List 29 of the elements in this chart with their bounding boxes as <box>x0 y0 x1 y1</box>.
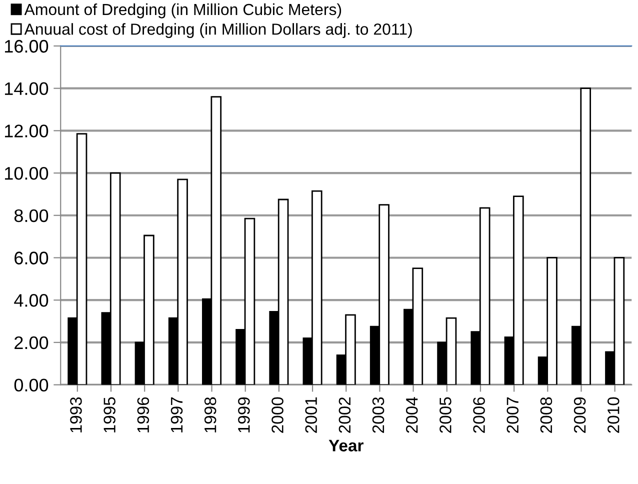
y-tick-label: 12.00 <box>5 124 48 138</box>
x-tick-label: 2001 <box>305 397 317 433</box>
x-axis-title: Year <box>328 440 364 452</box>
x-tick-label: 2002 <box>338 397 351 433</box>
y-tick-label: 4.00 <box>14 294 48 307</box>
y-tick-label: 6.00 <box>14 252 48 264</box>
y-tick-label: 14.00 <box>5 82 48 96</box>
x-tick-label: 2004 <box>406 397 418 433</box>
x-tick-label: 2010 <box>607 397 620 433</box>
x-tick-label: 1996 <box>137 397 150 432</box>
y-tick-label: 16.00 <box>5 40 48 53</box>
x-tick-label: 2007 <box>506 397 519 433</box>
y-tick-label: 0.00 <box>14 378 48 392</box>
x-tick-label: 2006 <box>473 397 485 433</box>
x-tick-label: 2000 <box>272 397 284 433</box>
x-tick-label: 1998 <box>204 397 216 432</box>
x-tick-label: 2008 <box>540 397 552 433</box>
x-tick-label: 1999 <box>238 397 250 432</box>
x-tick-label: 2003 <box>372 397 384 433</box>
x-tick-label: 1993 <box>70 397 82 432</box>
x-tick-label: 2005 <box>440 397 452 433</box>
legend-label: Amount of Dredging (in Million Cubic Meters) <box>24 3 342 18</box>
y-tick-label: 10.00 <box>5 166 48 180</box>
y-tick-label: 8.00 <box>14 209 48 222</box>
legend-label: Anuual cost of Dredging (in Million Dollars adj. to 2011) <box>24 23 412 38</box>
x-tick-label: 1997 <box>170 397 183 432</box>
x-tick-label: 2009 <box>574 397 586 433</box>
x-tick-label: 1995 <box>104 397 116 432</box>
y-tick-label: 2.00 <box>14 336 48 350</box>
